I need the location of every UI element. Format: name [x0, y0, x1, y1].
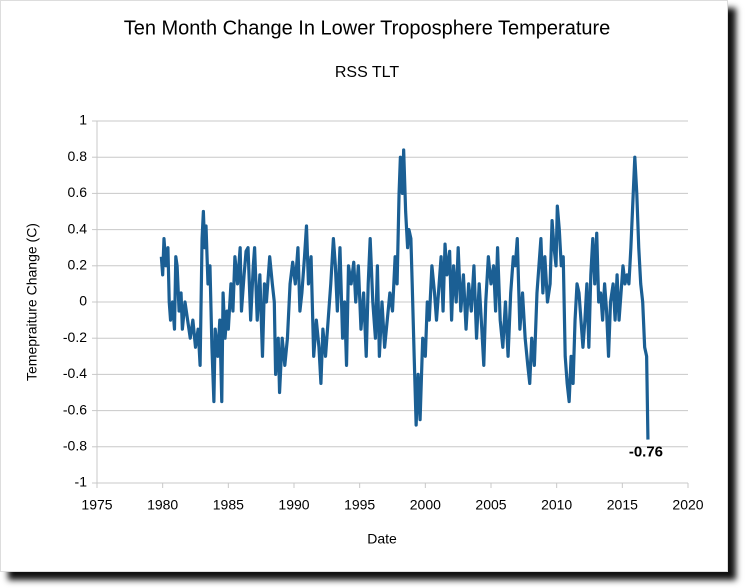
x-tick-label: 2015 [607, 497, 638, 513]
y-tick-label: -0.8 [63, 438, 87, 454]
y-axis-label: Temepraiture Change (C) [24, 223, 40, 381]
y-tick-label: 0.4 [68, 220, 88, 236]
y-tick-label: -0.6 [63, 401, 87, 417]
y-tick-label: 1 [79, 112, 87, 128]
y-tick-label: 0.6 [68, 184, 88, 200]
chart-subtitle: RSS TLT [335, 64, 400, 81]
x-tick-label: 1995 [344, 497, 375, 513]
chart-card [0, 0, 728, 572]
x-tick-label: 2010 [541, 497, 572, 513]
x-axis-label: Date [367, 531, 397, 547]
x-tick-label: 2000 [410, 497, 441, 513]
y-tick-label: -1 [75, 474, 88, 490]
y-tick-label: 0 [79, 293, 87, 309]
x-tick-label: 1990 [278, 497, 309, 513]
y-tick-label: -0.2 [63, 329, 87, 345]
y-tick-label: 0.8 [68, 148, 88, 164]
x-tick-label: 2005 [475, 497, 506, 513]
x-tick-label: 1975 [81, 497, 112, 513]
x-tick-label: 1980 [147, 497, 178, 513]
y-tick-label: -0.4 [63, 365, 87, 381]
y-tick-label: 0.2 [68, 257, 88, 273]
data-line [159, 148, 650, 440]
x-tick-label: 1985 [213, 497, 244, 513]
chart-title: Ten Month Change In Lower Troposphere Te… [124, 17, 611, 39]
annotation: -0.76 [629, 444, 663, 461]
x-tick-label: 2020 [672, 497, 703, 513]
